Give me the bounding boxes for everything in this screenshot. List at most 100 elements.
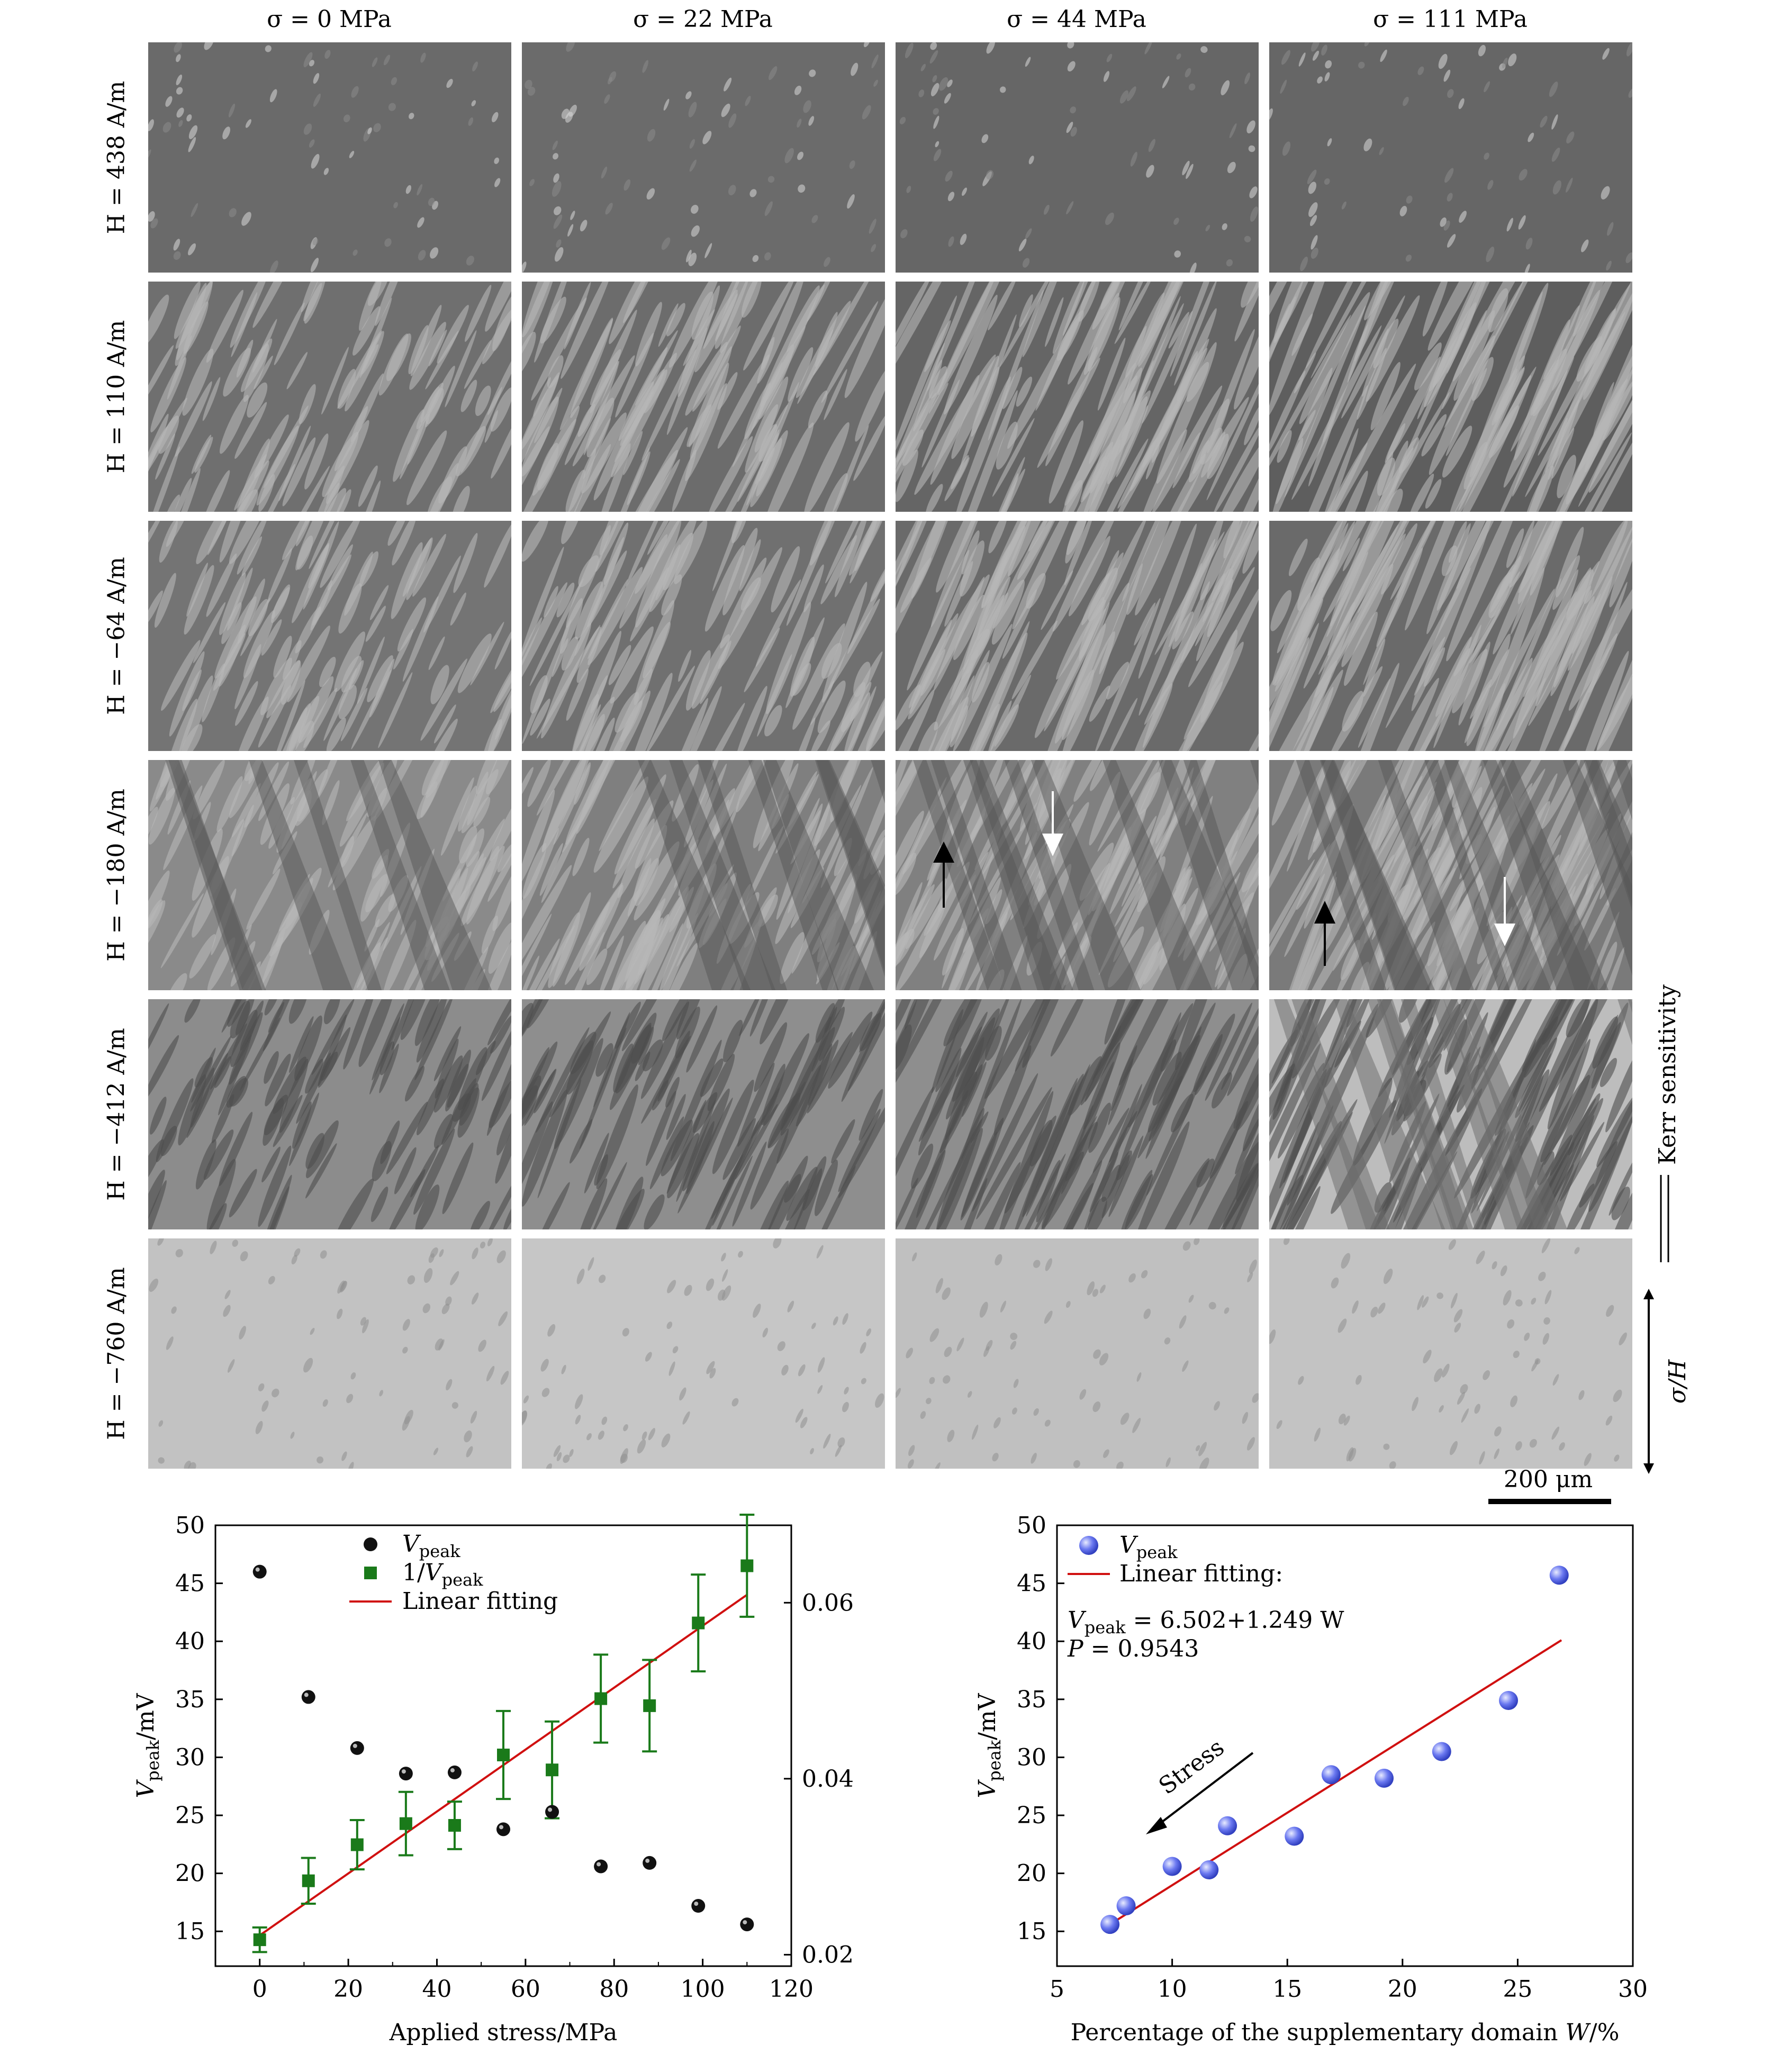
sigma-h-double-arrow-icon bbox=[1643, 1289, 1654, 1474]
micrograph-panel bbox=[148, 1238, 511, 1469]
y-tick-label: 40 bbox=[175, 1628, 205, 1655]
kerr-direction-lines bbox=[1660, 1175, 1669, 1262]
vpeak-point-highlight bbox=[694, 1902, 699, 1906]
vpeak-point bbox=[301, 1690, 315, 1704]
column-label-4: σ = 111 MPa bbox=[1373, 6, 1528, 33]
domain-texture bbox=[148, 42, 501, 273]
domain-arrows bbox=[933, 791, 1515, 966]
stress-arrow-icon bbox=[1146, 1817, 1167, 1834]
inverse-vpeak-point bbox=[594, 1692, 608, 1705]
domain-texture bbox=[148, 282, 511, 512]
inverse-vpeak-point bbox=[740, 1559, 754, 1572]
y2-tick-label: 0.04 bbox=[802, 1766, 854, 1793]
legend-vpeak-marker bbox=[1079, 1536, 1098, 1555]
y-tick-label: 50 bbox=[1017, 1512, 1046, 1539]
domain-texture bbox=[1269, 282, 1632, 512]
x-tick-label: 40 bbox=[422, 1976, 451, 2003]
domain-texture bbox=[896, 999, 1259, 1229]
fit-p-value: P = 0.9543 bbox=[1067, 1635, 1199, 1662]
x-tick-label: 20 bbox=[1388, 1976, 1417, 2003]
micrograph-panel bbox=[522, 760, 885, 990]
vpeak-point bbox=[447, 1765, 462, 1779]
vpeak-point bbox=[545, 1805, 559, 1819]
x-tick-label: 60 bbox=[511, 1976, 540, 2003]
y-axis-label: Vpeak/mV bbox=[974, 1693, 1005, 1798]
vpeak-point bbox=[496, 1822, 510, 1836]
legend-fit-label: Linear fitting bbox=[402, 1588, 558, 1615]
inverse-vpeak-point bbox=[448, 1818, 461, 1832]
up-arrow-icon bbox=[933, 842, 954, 908]
domain-texture bbox=[1269, 42, 1632, 273]
y-tick-label: 40 bbox=[1017, 1628, 1046, 1655]
legend-vpeak-label: Vpeak bbox=[402, 1531, 460, 1561]
domain-texture bbox=[522, 521, 885, 751]
vpeak-point-highlight bbox=[645, 1858, 650, 1863]
micrograph-panel bbox=[148, 42, 511, 273]
micrograph-panel bbox=[522, 999, 885, 1229]
domain-texture bbox=[522, 42, 879, 273]
vpeak-point bbox=[740, 1917, 754, 1932]
vpeak-point-highlight bbox=[401, 1769, 406, 1774]
legend-fit-label: Linear fitting: bbox=[1119, 1560, 1283, 1587]
kerr-sensitivity-label: Kerr sensitivity bbox=[1653, 984, 1681, 1165]
down-arrow-icon bbox=[1042, 791, 1063, 856]
domain-texture bbox=[148, 760, 511, 990]
micrograph-panel bbox=[148, 999, 511, 1229]
scale-bar bbox=[1488, 1499, 1611, 1504]
vpeak-point-highlight bbox=[255, 1567, 260, 1572]
column-label-3: σ = 44 MPa bbox=[1007, 6, 1146, 33]
inverse-vpeak-point bbox=[546, 1763, 559, 1777]
x-tick-label: 120 bbox=[769, 1976, 814, 2003]
vpeak-point bbox=[1321, 1765, 1341, 1785]
y-tick-label: 45 bbox=[175, 1570, 205, 1597]
vpeak-point bbox=[1285, 1826, 1304, 1846]
domain-texture bbox=[1269, 999, 1632, 1229]
micrograph-panel bbox=[1269, 1238, 1632, 1469]
x-axis-label: Percentage of the supplementary domain W… bbox=[1071, 2019, 1620, 2046]
domain-texture bbox=[896, 1238, 1259, 1469]
micrograph-panel bbox=[1269, 999, 1632, 1229]
micrograph-panel bbox=[896, 521, 1259, 751]
y-tick-label: 20 bbox=[1017, 1860, 1046, 1887]
micrograph-panel bbox=[522, 1238, 885, 1469]
inverse-vpeak-point bbox=[399, 1817, 412, 1830]
column-label-2: σ = 22 MPa bbox=[633, 6, 773, 33]
vpeak-point bbox=[1116, 1896, 1136, 1916]
micrograph-panel bbox=[896, 42, 1259, 273]
vpeak-point bbox=[1498, 1691, 1518, 1711]
micrograph-panel bbox=[148, 282, 511, 512]
chart-stress-svg: 0 20 40 60 80 100 120 15 20 25 30 35 40 45 50 0.02 0.04 0… bbox=[132, 1512, 923, 2046]
vpeak-point-highlight bbox=[450, 1768, 455, 1772]
vpeak-point bbox=[252, 1564, 267, 1579]
inverse-vpeak-point bbox=[692, 1616, 705, 1630]
legend-inverse-label: 1/Vpeak bbox=[402, 1559, 483, 1590]
y-tick-label: 30 bbox=[1017, 1744, 1046, 1771]
chart-domain: 5 10 15 20 25 30 15 20 25 30 35 40 45 50 Percentage of… bbox=[879, 1508, 1771, 2072]
y-tick-label: 25 bbox=[175, 1802, 205, 1829]
legend-inverse-marker bbox=[364, 1567, 377, 1579]
y-tick-label: 25 bbox=[1017, 1802, 1046, 1829]
micrograph-panel bbox=[1269, 42, 1632, 273]
micrograph-panel bbox=[522, 42, 885, 273]
vpeak-point-highlight bbox=[499, 1825, 503, 1830]
x-tick-label: 30 bbox=[1618, 1976, 1648, 2003]
micrograph-panel bbox=[896, 1238, 1259, 1469]
fit-equation: Vpeak = 6.502+1.249 W bbox=[1068, 1607, 1344, 1637]
row-label-5: H = −412 A/m bbox=[103, 1028, 130, 1201]
vpeak-point bbox=[399, 1767, 413, 1781]
vpeak-point bbox=[350, 1741, 364, 1755]
x-tick-label: 10 bbox=[1158, 1976, 1187, 2003]
x-tick-label: 25 bbox=[1503, 1976, 1532, 2003]
chart-stress: 0 20 40 60 80 100 120 15 20 25 30 35 40 45 50 0.02 0.04 0… bbox=[0, 1508, 923, 2072]
x-tick-label: 100 bbox=[681, 1976, 725, 2003]
y-tick-label: 15 bbox=[175, 1918, 205, 1945]
vpeak-point bbox=[691, 1899, 706, 1913]
domain-texture bbox=[522, 999, 885, 1229]
y-tick-label: 50 bbox=[175, 1512, 205, 1539]
y-tick-label: 35 bbox=[175, 1686, 205, 1713]
vpeak-point-highlight bbox=[353, 1743, 357, 1748]
x-tick-label: 0 bbox=[252, 1976, 267, 2003]
inverse-vpeak-point bbox=[253, 1933, 266, 1947]
plot-frame bbox=[1056, 1524, 1634, 1967]
domain-texture bbox=[899, 42, 1259, 273]
